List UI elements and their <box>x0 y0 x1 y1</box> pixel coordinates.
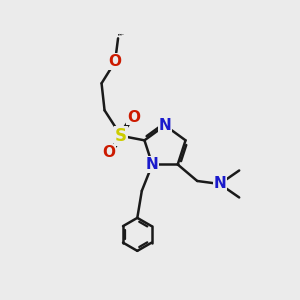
Text: N: N <box>146 157 159 172</box>
Text: methyl: methyl <box>118 35 123 36</box>
Text: N: N <box>213 176 226 191</box>
Text: N: N <box>159 118 171 133</box>
Text: O: O <box>109 54 122 69</box>
Text: methyl: methyl <box>120 34 124 35</box>
Text: S: S <box>115 127 127 145</box>
Text: methyl: methyl <box>118 34 123 35</box>
Text: O: O <box>127 110 140 125</box>
Text: O: O <box>102 145 115 160</box>
